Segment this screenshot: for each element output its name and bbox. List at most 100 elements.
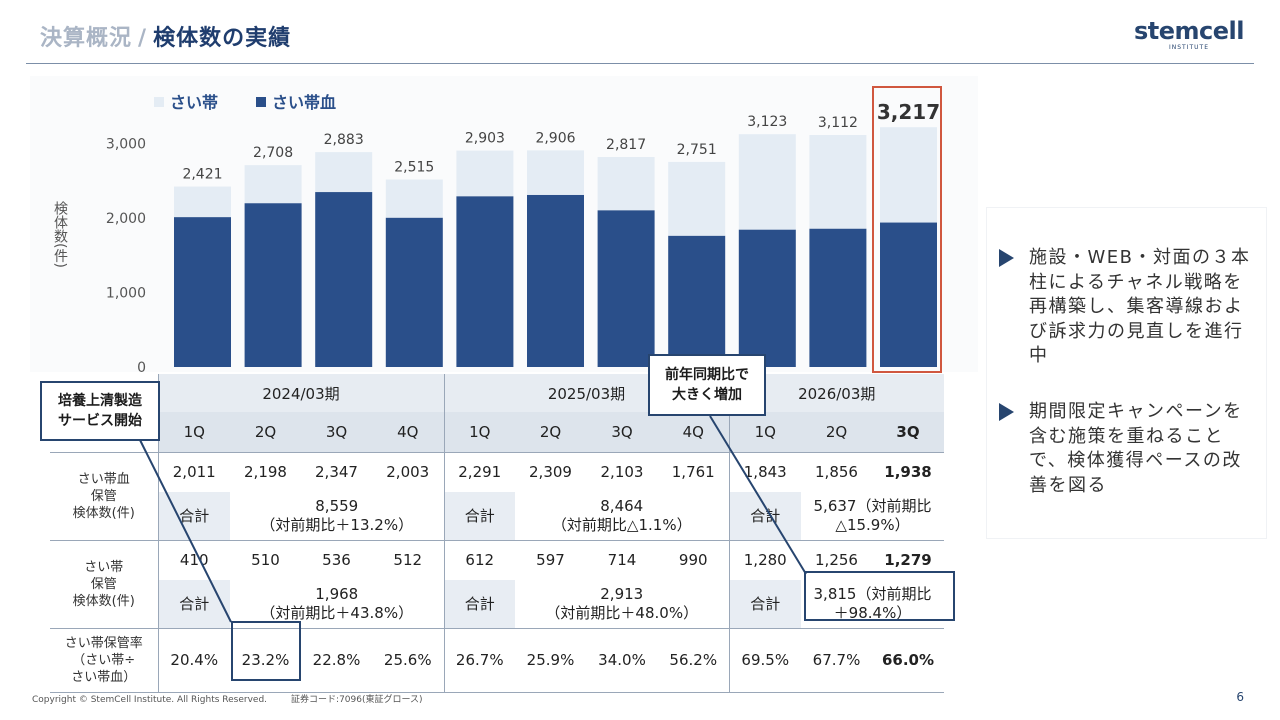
cord-blood-total-2026: 5,637（対前期比 △15.9%） bbox=[813, 496, 932, 534]
ratio-value: 56.2% bbox=[658, 627, 729, 693]
triangle-bullet-icon bbox=[999, 403, 1014, 421]
total-data-label: 2,906 bbox=[535, 130, 575, 146]
cord-value: 410 bbox=[158, 539, 230, 580]
cord-value: 512 bbox=[372, 539, 444, 580]
bar-cord-blood bbox=[880, 222, 937, 367]
cord-total-row: 合計 1,968 （対前期比＋43.8%） 合計 2,913 （対前期比＋48.0%… bbox=[50, 580, 944, 628]
total-label: 合計 bbox=[158, 580, 230, 628]
ratio-value: 23.2% bbox=[230, 627, 301, 693]
notes-panel: 施設・WEB・対面の３本柱によるチャネル戦略を再構築し、集客導線および訴求力の見… bbox=[987, 208, 1266, 538]
cord-value: 510 bbox=[230, 539, 301, 580]
total-data-label: 3,112 bbox=[818, 115, 858, 131]
callout-yoy-increase: 前年同期比で 大きく増加 bbox=[648, 354, 766, 416]
ratio-value: 22.8% bbox=[301, 627, 372, 693]
ratio-value: 67.7% bbox=[801, 627, 872, 693]
total-data-label: 3,123 bbox=[747, 114, 787, 130]
period-header-row: 2024/03期 2025/03期 2026/03期 bbox=[50, 374, 944, 412]
quarter-header-row: 1Q 2Q 3Q 4Q 1Q 2Q 3Q 4Q 1Q 2Q 3Q bbox=[50, 412, 944, 452]
title-section: 決算概況 bbox=[40, 26, 133, 51]
title-separator: / bbox=[138, 26, 148, 51]
bar-cord-blood bbox=[244, 203, 302, 367]
bar-cord bbox=[174, 186, 231, 218]
total-label: 合計 bbox=[443, 492, 515, 540]
quarter-header: 2Q bbox=[801, 412, 872, 452]
cord-value: 1,256 bbox=[801, 539, 872, 580]
bar-cord bbox=[385, 179, 443, 218]
ratio-row: さい帯保管率 （さい帯÷ さい帯血） 20.4% 23.2% 22.8% 25.6% 26.… bbox=[50, 627, 944, 693]
quarter-header: 3Q bbox=[586, 412, 658, 452]
bar-cord-blood bbox=[738, 229, 796, 367]
ratio-value: 66.0% bbox=[872, 627, 944, 693]
total-data-label: 2,751 bbox=[677, 142, 717, 158]
cord-blood-total-row: 合計 8,559 （対前期比＋13.2%） 合計 8,464 （対前期比△1.1%）… bbox=[50, 492, 944, 540]
cord-blood-value: 1,856 bbox=[801, 451, 872, 492]
logo-wordmark: stemcell bbox=[1134, 17, 1245, 45]
cord-total-2025: 2,913 （対前期比＋48.0%） bbox=[545, 584, 699, 622]
stacked-bar-chart: 0 1,000 2,000 3,000 検体数(件) 2,421 2,708 2,883 2,5… bbox=[52, 93, 940, 376]
cord-blood-total-2025: 8,464 （対前期比△1.1%） bbox=[551, 496, 692, 534]
quarter-header: 4Q bbox=[658, 412, 729, 452]
note-text: 施設・WEB・対面の３本柱によるチャネル戦略を再構築し、集客導線および訴求力の見… bbox=[1029, 247, 1251, 366]
header-divider bbox=[26, 63, 1254, 64]
cord-label: さい帯 保管 検体数(件) bbox=[50, 539, 159, 628]
bar-cord-blood bbox=[174, 217, 231, 367]
highlight-latest-bar bbox=[872, 86, 942, 373]
cord-blood-value: 2,011 bbox=[158, 451, 230, 492]
total-data-label: 2,708 bbox=[253, 145, 293, 161]
bar-cord bbox=[527, 150, 584, 195]
highlight-cord-total-2026 bbox=[804, 571, 955, 621]
y-axis-label: 検体数(件) bbox=[52, 201, 68, 268]
quarter-header: 1Q bbox=[443, 412, 515, 452]
cord-blood-value: 2,347 bbox=[301, 451, 372, 492]
total-data-label: 2,817 bbox=[606, 137, 646, 153]
quarter-header: 1Q bbox=[158, 412, 230, 452]
cord-blood-value: 2,003 bbox=[372, 451, 444, 492]
total-data-label: 2,421 bbox=[182, 167, 222, 183]
bar-cord bbox=[315, 152, 373, 193]
total-label: 合計 bbox=[728, 580, 801, 628]
quarter-header: 4Q bbox=[372, 412, 444, 452]
stock-code: 証券コード:7096(東証グロース) bbox=[291, 695, 423, 705]
bar-cord bbox=[668, 161, 726, 236]
bar-cord-blood bbox=[597, 210, 655, 367]
cord-value: 714 bbox=[586, 539, 658, 580]
cord-value: 1,280 bbox=[728, 539, 801, 580]
cord-blood-value: 1,761 bbox=[658, 451, 729, 492]
copyright: Copyright © StemCell Institute. All Righ… bbox=[32, 695, 268, 705]
bar-cord bbox=[738, 134, 796, 230]
bar-cord bbox=[809, 135, 867, 229]
bar-cord-blood bbox=[809, 228, 867, 367]
quarter-header: 3Q bbox=[872, 412, 944, 452]
quarter-header: 2Q bbox=[515, 412, 586, 452]
cord-value: 612 bbox=[443, 539, 515, 580]
note-text: 期間限定キャンペーンを含む施策を重ねることで、検体獲得ペースの改善を図る bbox=[1029, 401, 1243, 496]
page-number: 6 bbox=[1236, 690, 1244, 704]
logo-subtitle: INSTITUTE bbox=[1168, 44, 1209, 51]
cord-blood-value: 2,103 bbox=[586, 451, 658, 492]
cord-blood-value: 1,938 bbox=[872, 451, 944, 492]
total-data-label: 2,903 bbox=[465, 131, 505, 147]
bar-cord bbox=[880, 127, 937, 223]
quarter-header: 2Q bbox=[230, 412, 301, 452]
callout-service-launch: 培養上清製造 サービス開始 bbox=[40, 381, 160, 441]
company-logo: stemcell INSTITUTE bbox=[1134, 17, 1245, 51]
cord-blood-label: さい帯血 保管 検体数(件) bbox=[50, 451, 159, 540]
bar-cord-blood bbox=[456, 196, 514, 367]
quarter-header: 3Q bbox=[301, 412, 372, 452]
bar-cord bbox=[456, 150, 514, 197]
ratio-value: 25.6% bbox=[372, 627, 444, 693]
cord-value: 1,279 bbox=[872, 539, 944, 580]
legend-label-cord-blood: さい帯血 bbox=[272, 93, 336, 112]
cord-value: 536 bbox=[301, 539, 372, 580]
highlight-ratio-cell bbox=[231, 621, 301, 681]
bar-cord-blood bbox=[527, 194, 584, 367]
ratio-value: 69.5% bbox=[728, 627, 801, 693]
total-data-label: 3,217 bbox=[877, 100, 940, 124]
total-data-label: 2,883 bbox=[324, 132, 364, 148]
cord-blood-value: 2,198 bbox=[230, 451, 301, 492]
ratio-value: 34.0% bbox=[586, 627, 658, 693]
triangle-bullet-icon bbox=[999, 249, 1014, 267]
ratio-value: 25.9% bbox=[515, 627, 586, 693]
cord-total-2026: 3,815（対前期比 ＋98.4%） bbox=[813, 584, 932, 622]
